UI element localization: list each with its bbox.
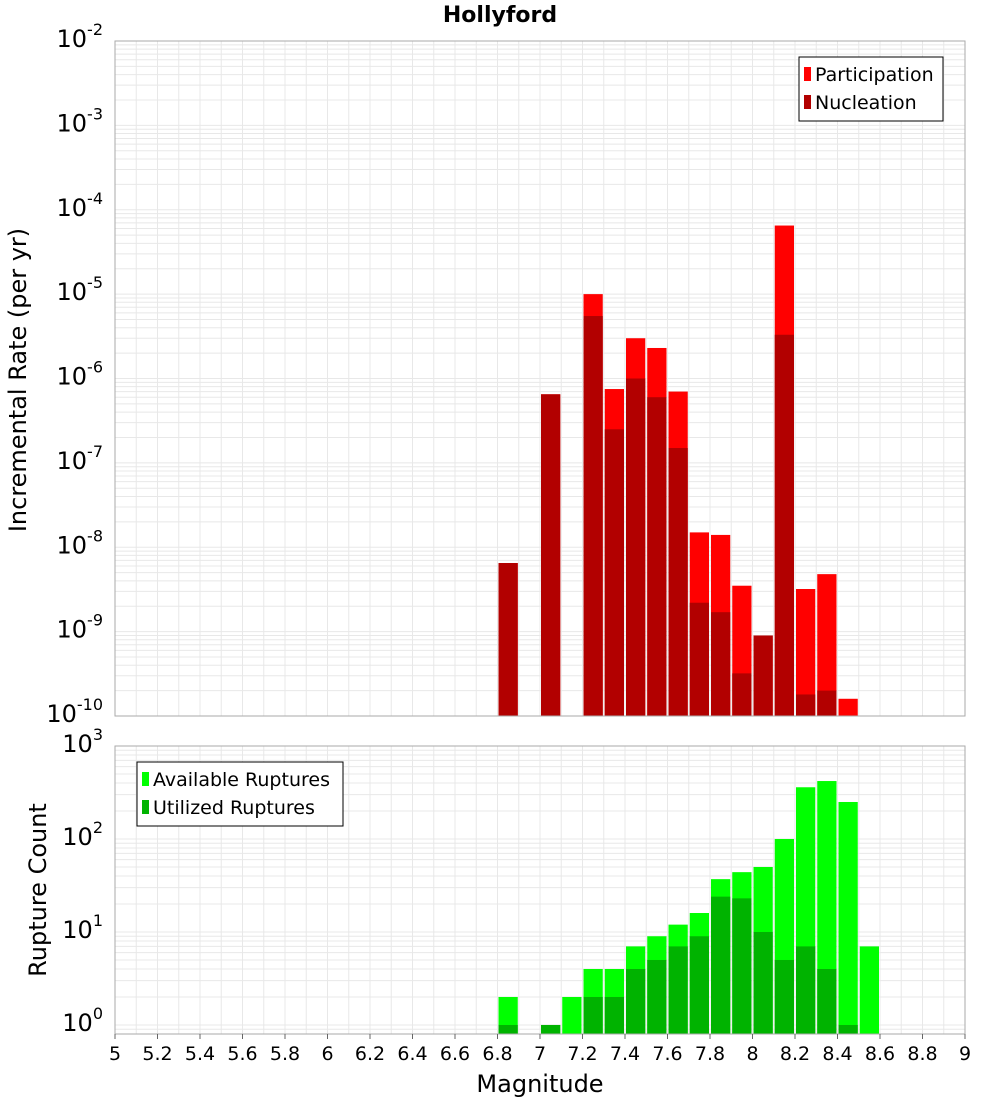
y-tick-label: 102 xyxy=(62,818,103,851)
bar-utilized-3 xyxy=(583,996,603,1034)
x-tick-label: 7 xyxy=(534,1043,546,1065)
legend-swatch xyxy=(142,772,149,786)
grid xyxy=(114,40,966,717)
rate-y-axis-label: Incremental Rate (per yr) xyxy=(4,228,32,532)
chart-title: Hollyford xyxy=(443,3,557,28)
bar-nucleation-12 xyxy=(796,694,816,716)
x-tick-label: 8.8 xyxy=(907,1043,937,1065)
bar-utilized-0 xyxy=(498,1024,518,1034)
x-tick-label: 5.8 xyxy=(270,1043,300,1065)
bar-utilized-10 xyxy=(732,898,752,1034)
legend-label: Utilized Ruptures xyxy=(153,797,315,819)
bar-available-0 xyxy=(498,996,518,1034)
bar-utilized-1 xyxy=(541,1024,561,1034)
bar-nucleation-5 xyxy=(647,397,667,716)
x-tick-label: 8.6 xyxy=(865,1043,895,1065)
y-tick-label: 10-10 xyxy=(46,695,103,728)
bar-nucleation-0 xyxy=(498,563,518,716)
legend-swatch xyxy=(804,67,811,81)
x-axis-label: Magnitude xyxy=(476,1070,603,1098)
count-y-axis-label: Rupture Count xyxy=(24,803,52,977)
y-tick-label: 10-3 xyxy=(57,104,104,137)
x-tick-label: 7.4 xyxy=(610,1043,640,1065)
bar-participation-13 xyxy=(817,574,837,716)
x-tick-label: 6 xyxy=(321,1043,333,1065)
bar-available-16 xyxy=(859,946,879,1034)
legend-label: Available Ruptures xyxy=(153,769,330,791)
bar-nucleation-3 xyxy=(604,429,624,716)
bar-nucleation-4 xyxy=(626,378,646,716)
bar-utilized-15 xyxy=(838,1024,858,1034)
bar-utilized-5 xyxy=(626,968,646,1034)
y-tick-label: 103 xyxy=(62,725,103,758)
x-tick-label: 5 xyxy=(109,1043,121,1065)
bar-nucleation-6 xyxy=(668,448,688,716)
x-tick-label: 5.2 xyxy=(142,1043,172,1065)
y-tick-label: 10-7 xyxy=(57,442,104,475)
x-tick-label: 6.6 xyxy=(440,1043,470,1065)
bar-nucleation-10 xyxy=(753,635,773,716)
bar-nucleation-2 xyxy=(583,316,603,716)
y-tick-label: 101 xyxy=(62,911,103,944)
x-tick-label: 6.8 xyxy=(482,1043,512,1065)
y-tick-label: 10-8 xyxy=(57,526,104,559)
x-tick-label: 7.8 xyxy=(695,1043,725,1065)
bar-utilized-9 xyxy=(711,896,731,1034)
x-tick-label: 6.4 xyxy=(397,1043,427,1065)
x-tick-label: 8.4 xyxy=(822,1043,852,1065)
bar-utilized-4 xyxy=(604,996,624,1034)
bar-available-15 xyxy=(838,801,858,1034)
bar-nucleation-1 xyxy=(541,394,561,716)
x-tick-label: 9 xyxy=(959,1043,971,1065)
y-tick-label: 10-2 xyxy=(57,20,104,53)
bar-utilized-7 xyxy=(668,946,688,1034)
x-tick-label: 6.2 xyxy=(355,1043,385,1065)
bar-utilized-14 xyxy=(817,968,837,1034)
bar-utilized-13 xyxy=(796,946,816,1034)
legend-swatch xyxy=(804,95,811,109)
legend-label: Nucleation xyxy=(815,92,917,114)
y-tick-label: 100 xyxy=(62,1004,103,1037)
rate-panel: 10-10 10-9 10-8 10-7 10-6 10-5 10-4 10-3 10-2 Par… xyxy=(46,20,966,728)
bar-participation-14 xyxy=(838,698,858,716)
x-tick-label: 8 xyxy=(746,1043,758,1065)
bar-nucleation-11 xyxy=(774,334,794,716)
bar-available-2 xyxy=(562,996,582,1034)
plot-frame xyxy=(114,40,966,717)
legend: Participation Nucleation xyxy=(798,56,944,122)
y-tick-label: 10-4 xyxy=(57,189,104,222)
bar-participation-12 xyxy=(796,589,816,716)
x-tick-label: 7.6 xyxy=(652,1043,682,1065)
x-tick-label: 7.2 xyxy=(567,1043,597,1065)
x-tick-label: 8.2 xyxy=(780,1043,810,1065)
bar-nucleation-7 xyxy=(689,602,709,716)
x-tick-label: 5.4 xyxy=(185,1043,215,1065)
bar-utilized-11 xyxy=(753,931,773,1034)
bar-utilized-8 xyxy=(689,936,709,1034)
legend: Available Ruptures Utilized Ruptures xyxy=(136,761,344,827)
series-utilized xyxy=(498,896,858,1034)
bar-nucleation-13 xyxy=(817,690,837,716)
y-tick-label: 10-6 xyxy=(57,358,104,391)
bar-nucleation-8 xyxy=(711,612,731,716)
bar-utilized-12 xyxy=(774,959,794,1034)
bar-utilized-6 xyxy=(647,959,667,1034)
y-tick-label: 10-9 xyxy=(57,611,104,644)
x-tick-label: 5.6 xyxy=(227,1043,257,1065)
series-nucleation xyxy=(498,316,837,716)
legend-swatch xyxy=(142,800,149,814)
legend-label: Participation xyxy=(815,64,934,86)
bar-nucleation-9 xyxy=(732,673,752,716)
y-tick-label: 10-5 xyxy=(57,273,104,306)
